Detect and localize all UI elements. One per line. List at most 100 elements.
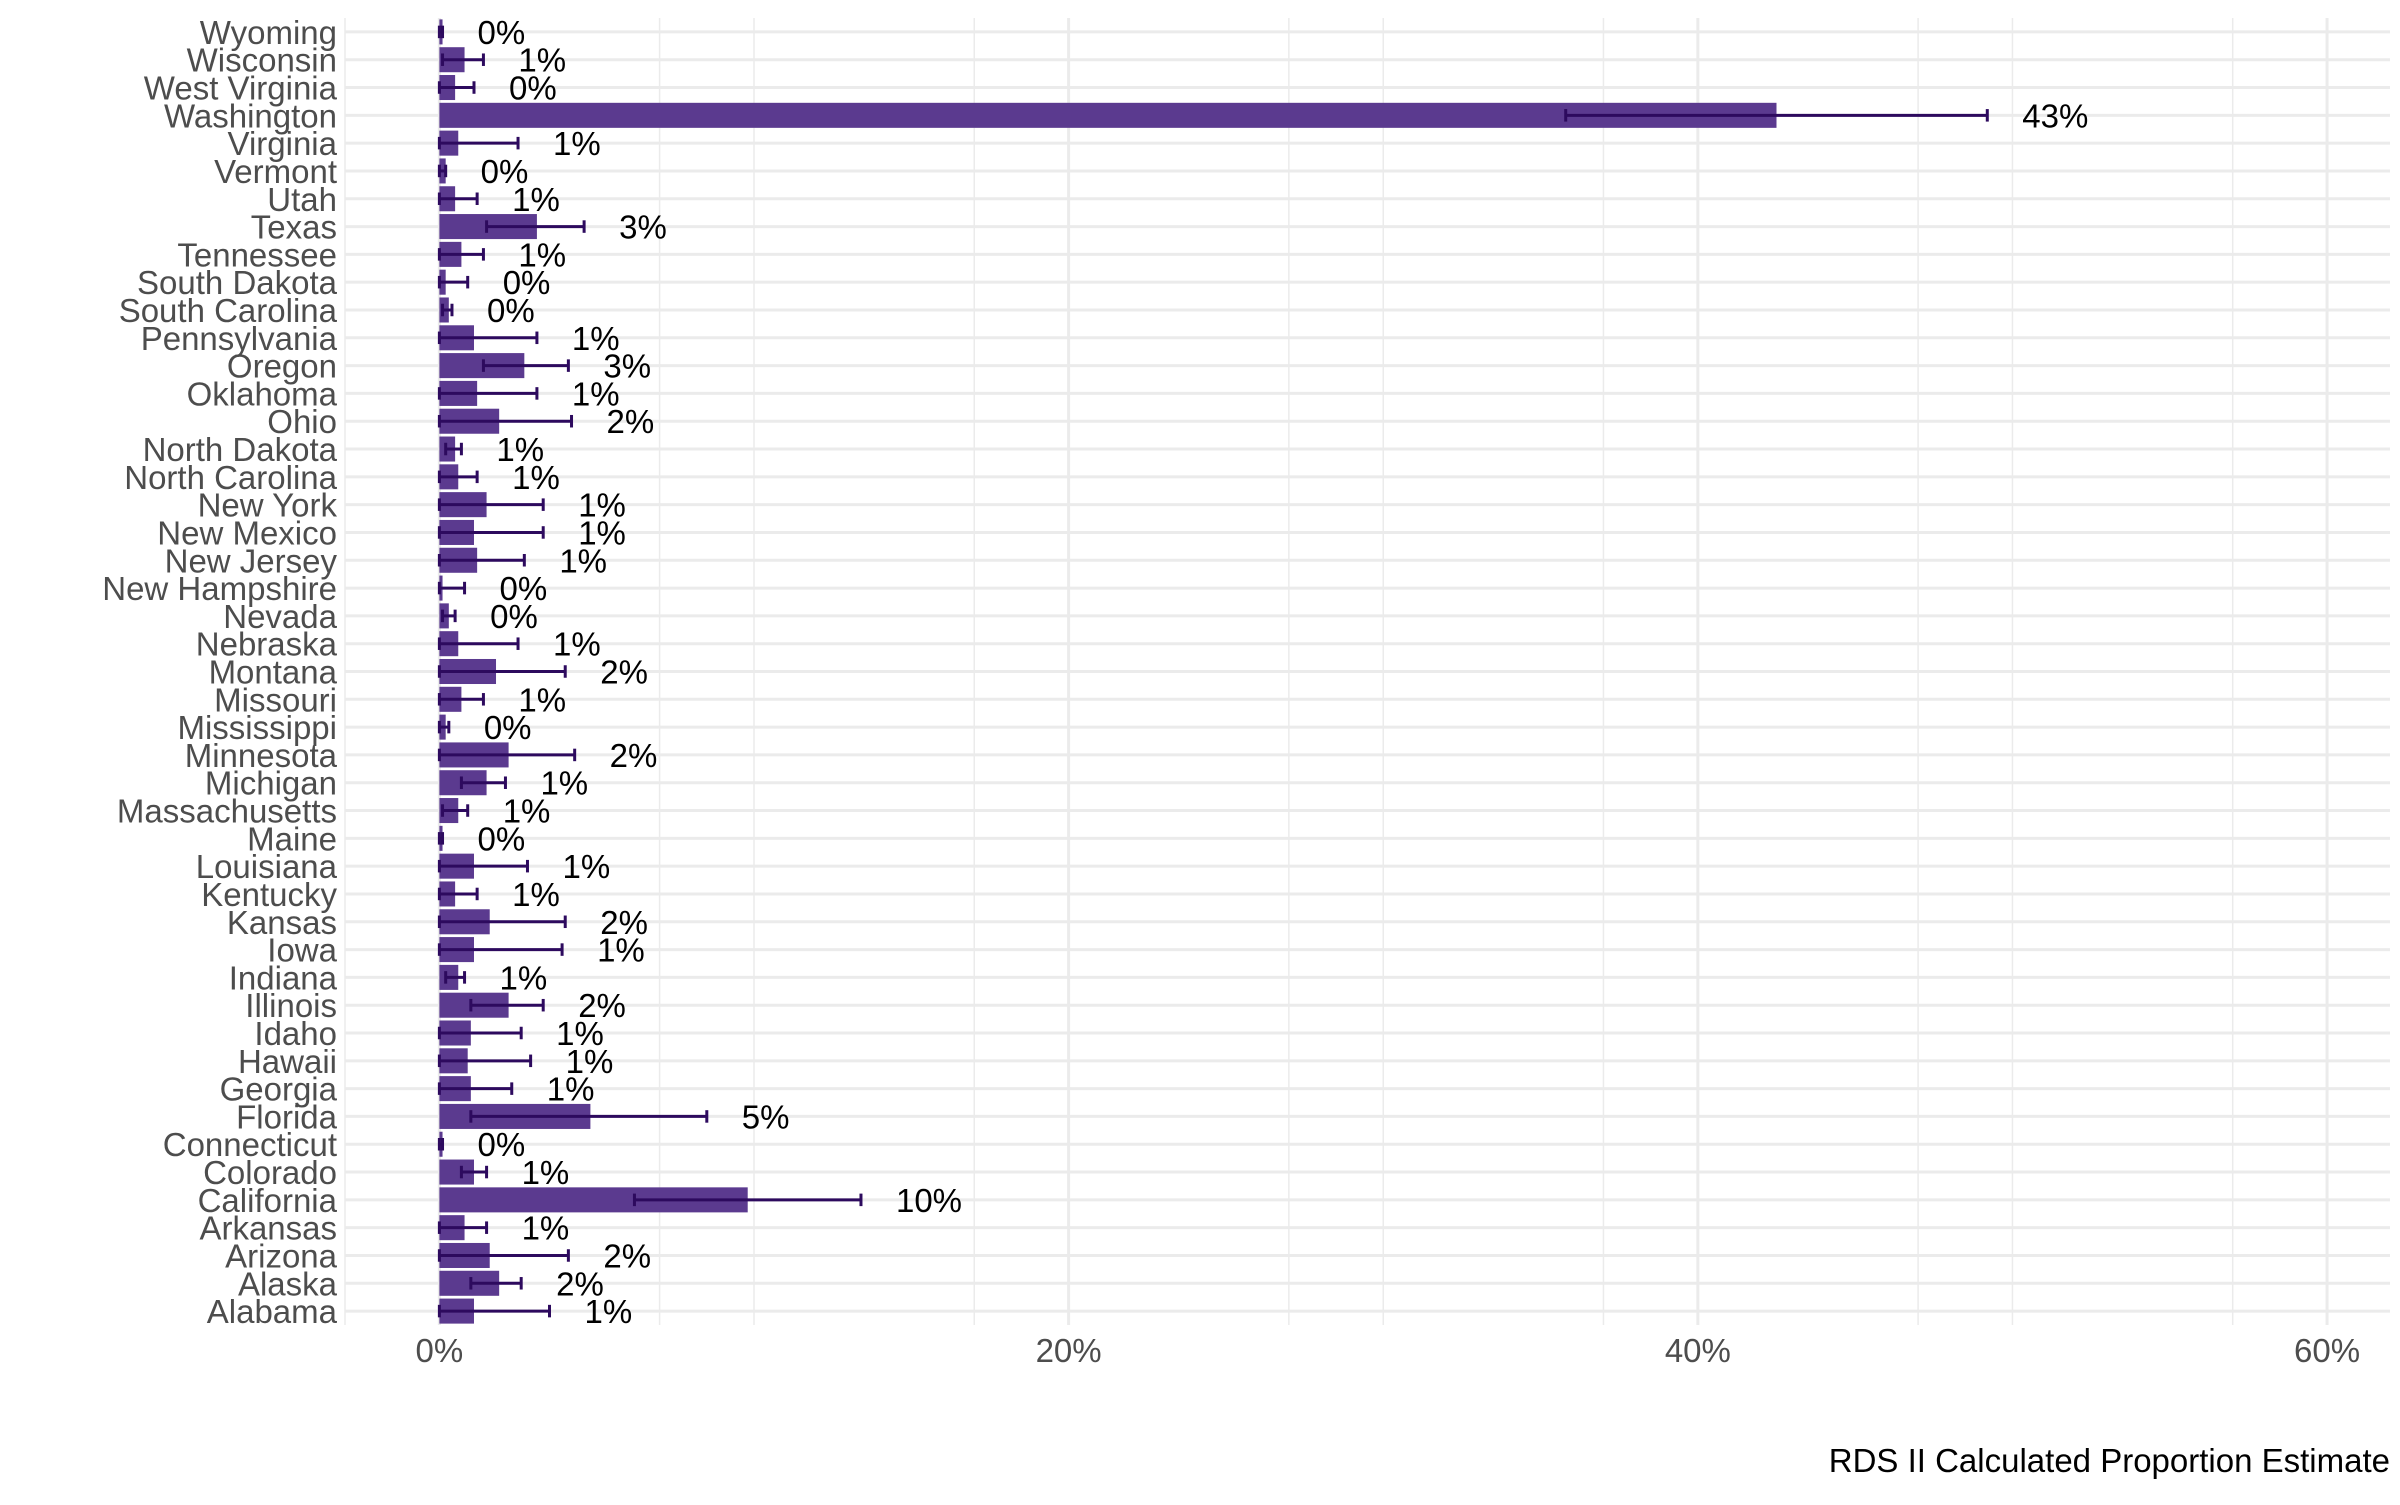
category-label: Nebraska [196, 626, 338, 663]
error-bar [437, 1304, 551, 1318]
data-label: 1% [540, 765, 588, 802]
data-label: 1% [559, 542, 607, 579]
error-bars [437, 25, 1989, 1318]
data-label: 1% [578, 487, 626, 524]
value-axis-ticks: 0% 20% 40% 60% [416, 1332, 2361, 1369]
category-label: New Jersey [165, 542, 338, 579]
data-label: 1% [553, 626, 601, 663]
data-label: 2% [600, 904, 648, 941]
data-label: 1% [556, 1015, 604, 1052]
error-bar [437, 136, 520, 150]
category-label: Montana [209, 654, 338, 691]
data-label: 10% [896, 1182, 962, 1219]
error-bar [437, 859, 529, 873]
category-label: Minnesota [185, 737, 338, 774]
data-label: 0% [478, 14, 526, 51]
category-label: Maine [247, 820, 337, 857]
data-label: 2% [600, 654, 648, 691]
x-tick-label: 40% [1665, 1332, 1731, 1369]
error-bar [437, 943, 564, 956]
error-bar [444, 442, 463, 456]
category-label: New Mexico [157, 514, 337, 551]
x-tick-label: 60% [2294, 1332, 2360, 1369]
data-label: 2% [607, 403, 655, 440]
x-tick-label: 0% [416, 1332, 464, 1369]
error-bar [459, 1165, 489, 1179]
category-label: New York [198, 487, 338, 524]
data-labels: 0%1%0%43%1%0%1%3%1%0%0%1%3%1%2%1%1%1%1%1… [478, 14, 2089, 1330]
data-label: 1% [518, 236, 566, 273]
data-label: 0% [484, 709, 532, 746]
data-label: 2% [578, 987, 626, 1024]
category-label: South Carolina [119, 292, 338, 329]
error-bar [437, 832, 445, 845]
error-bar [437, 1054, 533, 1068]
error-bar [441, 303, 454, 317]
error-bar [437, 275, 470, 289]
error-bar [437, 1137, 445, 1151]
category-label: West Virginia [144, 70, 338, 107]
category-label: Arkansas [199, 1210, 337, 1247]
category-label: California [198, 1182, 338, 1219]
category-label: North Carolina [124, 459, 337, 496]
category-label: Wyoming [200, 14, 337, 51]
error-bar [437, 331, 539, 345]
error-bar [437, 665, 567, 678]
data-label: 2% [556, 1265, 604, 1302]
error-bar [437, 1026, 523, 1040]
error-bar [437, 1249, 570, 1262]
category-label: Washington [164, 97, 337, 134]
data-label: 1% [566, 1043, 614, 1080]
data-label: 0% [490, 598, 538, 635]
category-label: Indiana [229, 959, 338, 996]
category-label: Kansas [227, 904, 337, 941]
category-label: Arizona [225, 1237, 338, 1274]
error-bar [485, 220, 586, 233]
category-label: New Hampshire [102, 570, 337, 607]
data-label: 1% [522, 1210, 570, 1247]
category-label: Louisiana [196, 848, 338, 885]
category-label: Nevada [223, 598, 337, 635]
error-bar [437, 693, 485, 706]
category-label: Alabama [207, 1293, 338, 1330]
data-label: 0% [478, 820, 526, 857]
error-bar [441, 804, 470, 817]
data-label: 0% [481, 153, 529, 190]
x-axis-title: RDS II Calculated Proportion Estimate [1829, 1442, 2390, 1479]
error-bar [632, 1193, 863, 1207]
data-label: 1% [512, 876, 560, 913]
data-label: 5% [742, 1098, 790, 1135]
data-label: 3% [619, 209, 667, 246]
error-bar [437, 637, 520, 650]
error-bar [441, 609, 457, 623]
category-label: Michigan [205, 765, 337, 802]
error-bar [469, 998, 545, 1012]
data-label: 1% [503, 793, 551, 830]
data-label: 1% [518, 681, 566, 718]
category-label: Missouri [214, 681, 337, 718]
error-bar [437, 192, 479, 206]
category-label: Tennessee [177, 236, 337, 273]
data-label: 3% [603, 348, 651, 385]
data-label: 0% [509, 70, 557, 107]
category-label: Idaho [254, 1015, 337, 1052]
category-label: Ohio [267, 403, 337, 440]
category-label: Vermont [214, 153, 337, 190]
error-bar [437, 526, 545, 539]
error-bar [437, 470, 479, 484]
category-label: Virginia [228, 125, 338, 162]
error-bar [437, 414, 574, 428]
category-label: Pennsylvania [141, 320, 338, 357]
data-label: 1% [553, 125, 601, 162]
error-bar [469, 1110, 709, 1123]
category-label: Hawaii [238, 1043, 337, 1080]
data-label: 0% [478, 1126, 526, 1163]
category-label: Illinois [245, 987, 337, 1024]
category-label: South Dakota [137, 264, 338, 301]
error-bar [437, 498, 545, 511]
data-label: 43% [2022, 97, 2088, 134]
data-label: 0% [500, 570, 548, 607]
error-bar [437, 25, 445, 39]
